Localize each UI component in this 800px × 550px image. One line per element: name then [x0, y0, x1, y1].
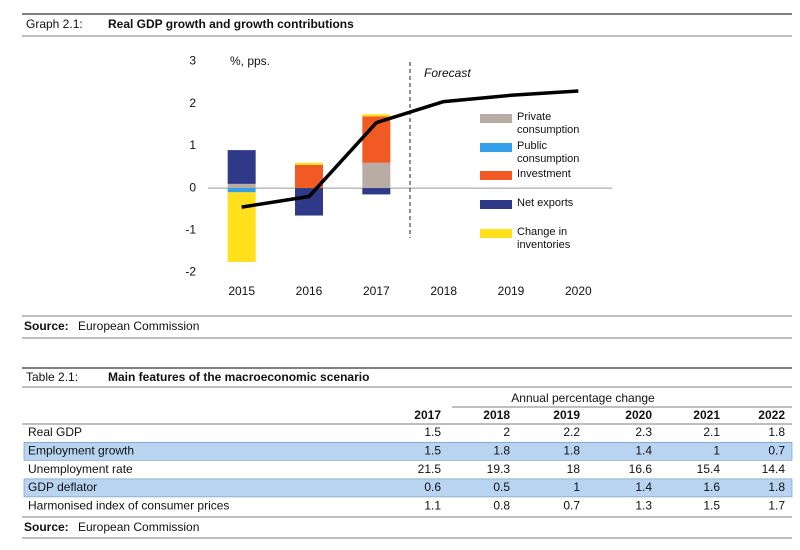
cell: 18 [567, 462, 581, 476]
table-label: Table 2.1: [26, 370, 78, 384]
cell: 1.4 [635, 443, 652, 457]
bar-segment [295, 188, 323, 216]
column-group: Annual percentage change [511, 391, 655, 405]
cell: 1.8 [768, 480, 785, 494]
y-tick-label: 1 [189, 138, 196, 152]
table-source-label: Source: [24, 520, 69, 534]
cell: 21.5 [418, 462, 442, 476]
cell: 0.7 [768, 443, 785, 457]
cell: 0.6 [424, 480, 441, 494]
y-tick-label: -1 [185, 222, 196, 236]
legend-label: Change in inventories [517, 226, 571, 251]
cell: 1.8 [768, 425, 785, 439]
bar-segment [227, 188, 256, 193]
row-label: GDP deflator [28, 480, 97, 494]
column-header: 2019 [553, 408, 580, 422]
cell: 1 [713, 443, 720, 457]
y-tick-label: 2 [189, 96, 196, 110]
cell: 1.3 [635, 498, 652, 512]
row-label: Real GDP [28, 425, 82, 439]
y-tick-label: 0 [189, 180, 196, 194]
bar-segment [227, 192, 256, 262]
cell: 1.8 [493, 443, 510, 457]
x-tick-label: 2020 [565, 284, 592, 298]
cell: 2 [503, 425, 510, 439]
cell: 1.5 [424, 425, 441, 439]
source: European Commission [78, 319, 199, 333]
legend-label: Private consumption [517, 111, 580, 136]
y-tick-label: -2 [185, 265, 196, 279]
row-highlight [23, 478, 793, 498]
y-axis-label: %, pps. [230, 54, 270, 68]
cell: 16.6 [629, 462, 653, 476]
column-header: 2022 [758, 408, 785, 422]
x-tick-label: 2018 [430, 284, 457, 298]
bar-segment [362, 114, 391, 117]
bar-segment [295, 164, 323, 189]
gdp-line [241, 89, 579, 209]
graph-label: Graph 2.1: [26, 17, 83, 31]
cell: 0.7 [563, 498, 580, 512]
column-header: 2020 [625, 408, 652, 422]
legend-label: Investment [517, 168, 571, 180]
forecast-annotation: Forecast [424, 66, 471, 80]
cell: 15.4 [697, 462, 721, 476]
cell: 1.5 [424, 443, 441, 457]
cell: 2.3 [635, 425, 652, 439]
row-highlight [23, 441, 793, 461]
table-title: Main features of the macroeconomic scena… [108, 370, 369, 384]
bar-segment [227, 183, 256, 189]
cell: 1.8 [563, 443, 580, 457]
graph-title: Real GDP growth and growth contributions [108, 17, 354, 31]
row-label: Employment growth [28, 443, 134, 457]
x-tick-label: 2017 [363, 284, 390, 298]
column-header: 2017 [414, 408, 441, 422]
cell: 0.8 [493, 498, 510, 512]
source-label: Source: [24, 319, 69, 333]
bar-segment [362, 162, 391, 189]
column-header: 2021 [693, 408, 720, 422]
cell: 1.6 [703, 480, 720, 494]
cell: 1.1 [424, 498, 441, 512]
legend-swatch [480, 171, 512, 180]
legend-swatch [480, 200, 512, 209]
x-tick-label: 2015 [228, 284, 255, 298]
legend-swatch [480, 114, 512, 123]
legend-label: Net exports [517, 197, 574, 209]
cell: 1.7 [768, 498, 785, 512]
cell: 19.3 [487, 462, 511, 476]
cell: 1.4 [635, 480, 652, 494]
y-tick-label: 3 [189, 54, 196, 68]
bar-segment [227, 150, 256, 184]
legend-label: Public consumption [517, 140, 580, 165]
column-header: 2018 [483, 408, 510, 422]
bar-segment [295, 162, 323, 165]
legend-swatch [480, 143, 512, 152]
cell: 0.5 [493, 480, 510, 494]
legend-swatch [480, 229, 512, 238]
row-label: Harmonised index of consumer prices [28, 498, 229, 512]
cell: 14.4 [762, 462, 786, 476]
cell: 1 [573, 480, 580, 494]
cell: 1.5 [703, 498, 720, 512]
cell: 2.2 [563, 425, 580, 439]
bar-segment [362, 188, 391, 195]
row-label: Unemployment rate [28, 462, 133, 476]
x-tick-label: 2019 [498, 284, 525, 298]
table-source: European Commission [78, 520, 199, 534]
cell: 2.1 [703, 425, 720, 439]
x-tick-label: 2016 [296, 284, 323, 298]
